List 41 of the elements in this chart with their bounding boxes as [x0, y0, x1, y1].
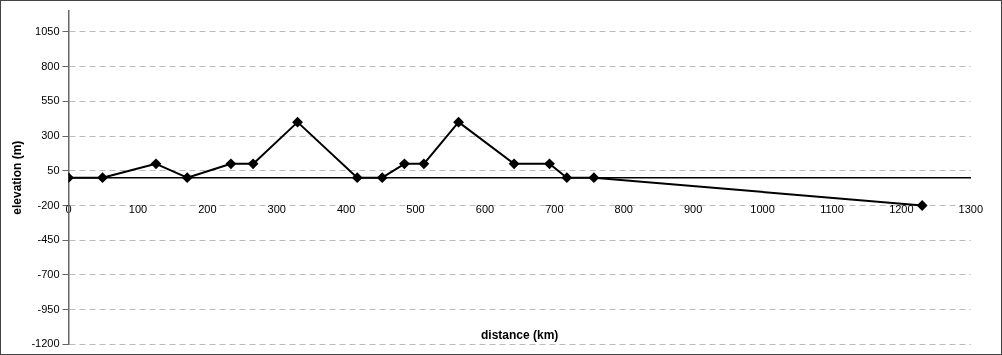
x-tick-label: 1300: [958, 203, 984, 216]
x-tick-label: 300: [267, 203, 286, 216]
y-tick-label: -450: [37, 233, 60, 246]
point: [561, 172, 572, 183]
x-tick-label: 400: [336, 203, 356, 216]
x-tick-label: 200: [198, 203, 217, 216]
y-tick-label: 50: [47, 163, 60, 176]
y-axis-title: elevation (m): [9, 140, 24, 215]
point: [399, 158, 410, 169]
y-tick-label: 800: [41, 59, 60, 72]
point: [182, 172, 193, 183]
point: [544, 158, 555, 169]
y-tick-label: 300: [41, 129, 60, 142]
x-axis-title: distance (km): [480, 327, 559, 342]
x-tick-label: 1100: [820, 203, 844, 216]
point: [97, 172, 108, 183]
x-tick-label: 500: [406, 203, 425, 216]
point: [418, 158, 429, 169]
x-tick-label: 600: [475, 203, 495, 216]
point: [248, 158, 259, 169]
x-tick-label: 1200: [889, 203, 914, 216]
point: [150, 158, 161, 169]
y-tick-label: -1200: [31, 337, 60, 350]
y-tick-label: -700: [37, 267, 60, 280]
x-tick-label: 700: [545, 203, 564, 216]
point: [917, 200, 928, 211]
y-tick-label: -950: [37, 302, 60, 315]
y-tick-label: -200: [37, 198, 60, 211]
x-tick-label: 800: [614, 203, 633, 216]
point: [453, 117, 464, 128]
point: [225, 158, 236, 169]
point: [377, 172, 388, 183]
point: [292, 117, 303, 128]
y-tick-label: 550: [41, 94, 60, 107]
point: [352, 172, 363, 183]
x-tick-label: 900: [683, 203, 703, 216]
y-tick-label: 1050: [35, 24, 60, 37]
point: [588, 172, 599, 183]
x-tick-label: 100: [128, 203, 148, 216]
point: [509, 158, 520, 169]
x-tick-label: 1000: [750, 203, 775, 216]
